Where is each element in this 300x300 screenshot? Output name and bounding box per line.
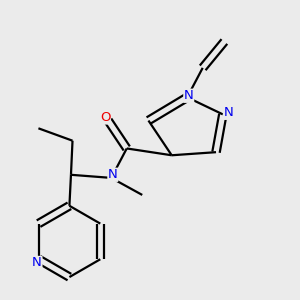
Text: N: N xyxy=(184,89,194,102)
Text: N: N xyxy=(108,168,118,181)
Text: O: O xyxy=(100,111,110,124)
Text: N: N xyxy=(224,106,233,119)
Text: N: N xyxy=(32,256,42,269)
